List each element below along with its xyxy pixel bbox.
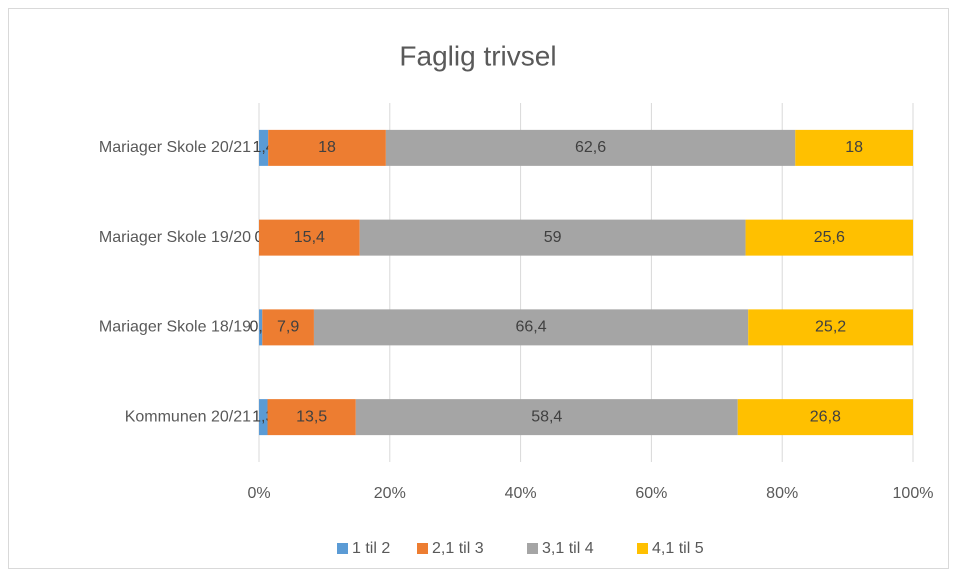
bar-segment xyxy=(259,219,360,256)
legend-swatch xyxy=(417,543,428,554)
data-label: 25,2 xyxy=(815,319,846,336)
x-tick-label: 0% xyxy=(247,485,270,502)
data-label: 25,6 xyxy=(814,229,845,246)
legend-swatch xyxy=(637,543,648,554)
data-label: 15,4 xyxy=(294,229,325,246)
y-tick-label: Kommunen 20/21 xyxy=(125,408,251,425)
legend-label: 3,1 til 4 xyxy=(542,540,594,557)
x-tick-label: 60% xyxy=(635,485,667,502)
data-label: 66,4 xyxy=(515,319,546,336)
data-label: 13,5 xyxy=(296,408,327,425)
data-label: 7,9 xyxy=(277,319,299,336)
x-tick-label: 100% xyxy=(893,485,934,502)
bar-segment xyxy=(262,309,314,346)
x-tick-label: 80% xyxy=(766,485,798,502)
bar-segment xyxy=(259,309,263,346)
bar-segment xyxy=(313,309,749,346)
bar-segment xyxy=(355,399,738,436)
bar-segment xyxy=(795,129,913,166)
bar-segment xyxy=(267,399,356,436)
bar-segment xyxy=(259,129,269,166)
legend-label: 4,1 til 5 xyxy=(652,540,704,557)
legend-label: 1 til 2 xyxy=(352,540,390,557)
y-tick-label: Mariager Skole 18/19 xyxy=(99,319,251,336)
chart-border xyxy=(8,8,949,569)
bar-segment xyxy=(268,129,386,166)
bar-segment xyxy=(737,399,913,436)
data-label: 18 xyxy=(318,139,336,156)
chart-title: Faglig trivsel xyxy=(399,40,556,71)
data-label: 59 xyxy=(544,229,562,246)
y-tick-label: Mariager Skole 20/21 xyxy=(99,139,251,156)
bar-segment xyxy=(359,219,746,256)
data-label: 58,4 xyxy=(531,408,562,425)
y-tick-label: Mariager Skole 19/20 xyxy=(99,229,251,246)
bar-segment xyxy=(745,219,913,256)
x-tick-label: 40% xyxy=(505,485,537,502)
legend-label: 2,1 til 3 xyxy=(432,540,484,557)
data-label: 26,8 xyxy=(810,408,841,425)
legend-swatch xyxy=(527,543,538,554)
data-label: 18 xyxy=(845,139,863,156)
bar-segment xyxy=(385,129,796,166)
bar-segment xyxy=(259,399,268,436)
legend-swatch xyxy=(337,543,348,554)
bar-segment xyxy=(748,309,913,346)
x-tick-label: 20% xyxy=(374,485,406,502)
data-label: 62,6 xyxy=(575,139,606,156)
